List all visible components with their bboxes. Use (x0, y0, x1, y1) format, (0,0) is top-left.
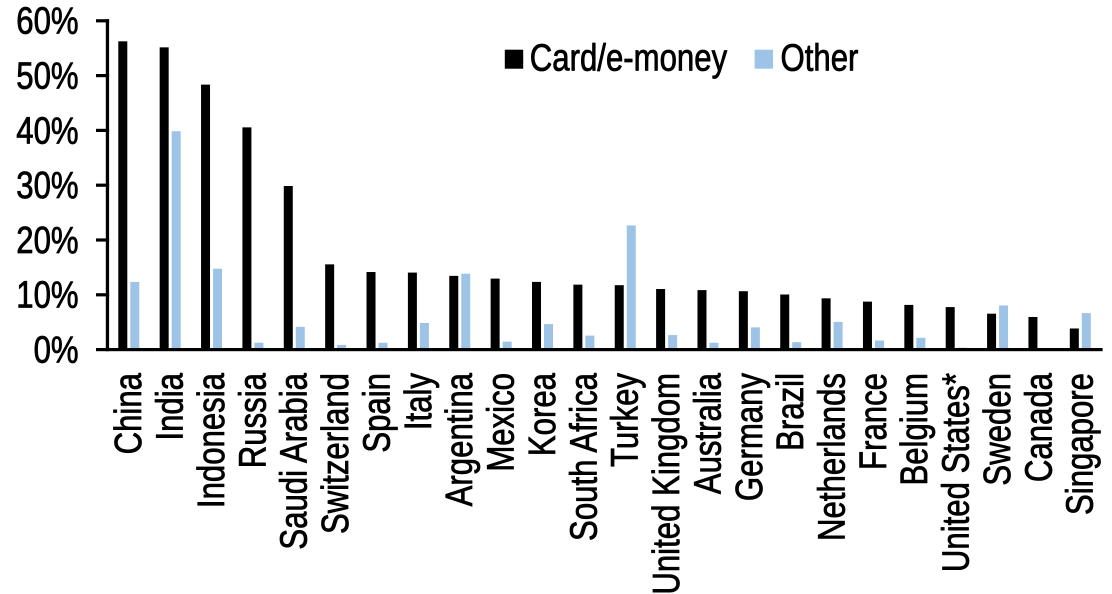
svg-text:Mexico: Mexico (481, 373, 523, 472)
svg-text:Other: Other (781, 38, 859, 80)
svg-text:50%: 50% (16, 56, 78, 98)
svg-text:60%: 60% (16, 1, 78, 43)
svg-text:Canada: Canada (1019, 372, 1061, 482)
svg-text:China: China (108, 372, 150, 454)
svg-text:United Kingdom: United Kingdom (646, 373, 688, 594)
svg-text:40%: 40% (16, 110, 78, 152)
svg-text:Spain: Spain (357, 373, 399, 453)
svg-text:Saudi Arabia: Saudi Arabia (274, 372, 316, 549)
svg-text:United States*: United States* (936, 373, 978, 572)
svg-text:Netherlands: Netherlands (812, 373, 854, 541)
svg-text:Indonesia: Indonesia (191, 372, 233, 508)
svg-text:Card/e-money: Card/e-money (530, 38, 728, 80)
svg-text:France: France (853, 373, 895, 470)
svg-text:Korea: Korea (522, 372, 564, 456)
svg-text:Russia: Russia (233, 372, 275, 468)
svg-text:Germany: Germany (729, 372, 771, 501)
svg-text:Brazil: Brazil (770, 373, 812, 451)
svg-text:Turkey: Turkey (605, 372, 647, 467)
svg-text:30%: 30% (16, 165, 78, 207)
svg-text:South Africa: South Africa (563, 372, 605, 541)
svg-text:0%: 0% (34, 330, 79, 372)
svg-text:10%: 10% (16, 275, 78, 317)
svg-text:Belgium: Belgium (894, 373, 936, 486)
svg-text:20%: 20% (16, 220, 78, 262)
svg-text:India: India (150, 372, 192, 440)
svg-text:Argentina: Argentina (439, 372, 481, 506)
svg-text:Sweden: Sweden (977, 373, 1019, 486)
svg-text:Italy: Italy (398, 372, 440, 430)
svg-text:Australia: Australia (688, 372, 730, 494)
svg-text:Singapore: Singapore (1060, 373, 1102, 515)
svg-text:Switzerland: Switzerland (315, 373, 357, 534)
